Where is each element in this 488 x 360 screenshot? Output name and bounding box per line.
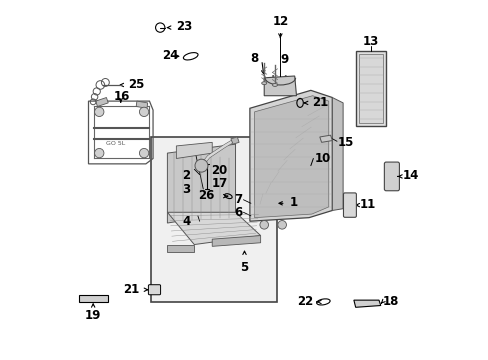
Polygon shape [319,135,332,142]
Circle shape [139,148,148,158]
Polygon shape [167,144,235,223]
Text: 5: 5 [240,261,248,274]
Polygon shape [264,76,296,96]
Text: 20: 20 [211,164,227,177]
Text: 3: 3 [182,183,190,196]
Text: 21: 21 [123,283,140,296]
FancyBboxPatch shape [148,285,160,295]
Text: 14: 14 [402,169,418,182]
Circle shape [94,107,104,117]
Text: 2: 2 [182,169,190,182]
Polygon shape [167,244,194,252]
Text: 16: 16 [113,90,130,103]
Text: 13: 13 [362,35,378,49]
Text: GO 5L: GO 5L [106,141,125,146]
Text: 10: 10 [314,152,330,165]
Text: 22: 22 [297,295,313,308]
Text: 6: 6 [234,206,242,219]
Text: 11: 11 [359,198,375,211]
Circle shape [277,221,286,229]
Polygon shape [79,295,107,302]
FancyBboxPatch shape [151,137,276,302]
Text: 7: 7 [234,193,242,206]
Polygon shape [136,101,147,108]
Text: 1: 1 [289,196,297,209]
Text: 4: 4 [182,215,190,229]
Polygon shape [212,235,260,246]
FancyBboxPatch shape [343,193,356,217]
Polygon shape [96,98,108,107]
Text: 17: 17 [211,177,227,190]
Ellipse shape [272,84,277,86]
Polygon shape [332,98,343,211]
Polygon shape [353,300,380,307]
Text: 24: 24 [162,49,178,62]
Polygon shape [176,142,212,158]
Text: 23: 23 [175,21,191,33]
FancyBboxPatch shape [384,162,399,191]
Circle shape [94,148,104,158]
Circle shape [260,221,268,229]
Text: 26: 26 [197,189,214,202]
Text: 8: 8 [249,51,258,64]
Circle shape [195,159,207,172]
Ellipse shape [261,82,266,85]
Polygon shape [249,90,332,221]
Polygon shape [230,137,239,144]
Text: 18: 18 [382,296,398,309]
FancyBboxPatch shape [355,51,386,126]
Polygon shape [254,96,328,218]
Text: 19: 19 [85,309,101,322]
Text: 21: 21 [311,96,327,109]
Text: 9: 9 [280,53,288,66]
Polygon shape [167,212,260,244]
Text: 15: 15 [337,136,353,149]
Circle shape [139,107,148,117]
Text: 25: 25 [128,78,144,91]
Text: 12: 12 [272,15,288,28]
FancyBboxPatch shape [359,54,382,123]
